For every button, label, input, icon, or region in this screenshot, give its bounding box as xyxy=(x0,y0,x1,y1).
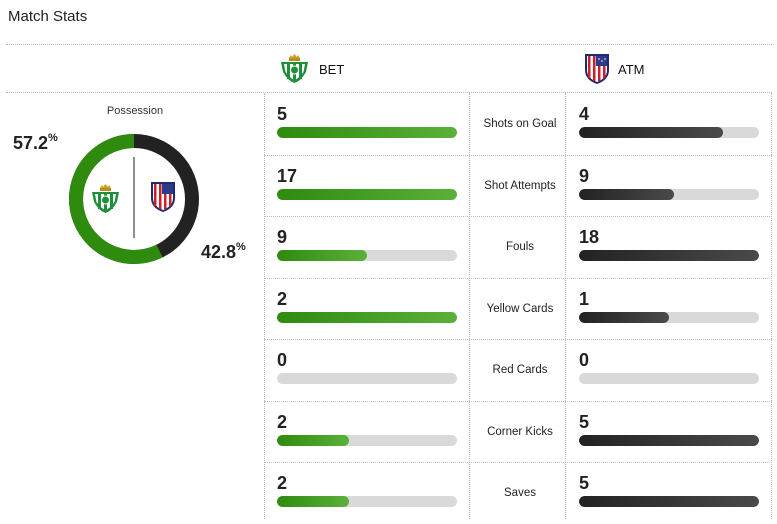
away-stat-bar xyxy=(579,312,759,323)
away-stat-value: 9 xyxy=(579,166,590,186)
stat-label: Fouls xyxy=(505,241,535,253)
row-divider xyxy=(264,278,772,279)
stat-label: Shot Attempts xyxy=(484,180,556,192)
row-divider xyxy=(264,339,772,340)
away-stat-bar xyxy=(579,250,759,261)
away-stat-bar-fill xyxy=(579,127,723,138)
away-team-abbr: ATM xyxy=(618,61,645,77)
stat-row: 9 Fouls 18 xyxy=(264,216,772,278)
home-team-abbr: BET xyxy=(319,61,345,77)
header-bottom-divider xyxy=(6,92,772,93)
header-divider xyxy=(6,44,772,45)
away-stat-bar-fill xyxy=(579,189,675,200)
stat-label: Yellow Cards xyxy=(486,303,554,315)
stats-divider-left xyxy=(264,93,265,519)
away-stat-bar-fill xyxy=(579,435,759,446)
real-betis-crest-icon xyxy=(92,184,119,213)
stat-label: Saves xyxy=(504,487,536,499)
home-possession-arc xyxy=(69,134,199,264)
away-stat-value: 0 xyxy=(579,350,590,370)
home-stat-bar-fill xyxy=(277,189,457,200)
home-team-header[interactable]: BET xyxy=(278,53,344,85)
home-stat-value: 2 xyxy=(277,412,288,432)
away-possession-value: 42.8% xyxy=(201,241,246,262)
stat-row: 5 Shots on Goal 4 xyxy=(264,93,772,155)
home-stat-bar-fill xyxy=(277,435,349,446)
away-stat-bar-fill xyxy=(579,496,759,507)
home-stat-value: 2 xyxy=(277,473,288,493)
home-stat-bar xyxy=(277,435,457,446)
away-stat-value: 5 xyxy=(579,473,590,493)
possession-label: Possession xyxy=(106,105,164,117)
stat-row: 2 Corner Kicks 5 xyxy=(264,401,772,463)
stat-label: Shots on Goal xyxy=(483,118,557,130)
home-possession-value: 57.2% xyxy=(13,132,58,153)
away-stat-bar xyxy=(579,373,759,384)
home-stat-bar xyxy=(277,312,457,323)
home-stat-bar xyxy=(277,373,457,384)
away-stat-value: 1 xyxy=(579,289,590,309)
home-stat-bar xyxy=(277,496,457,507)
home-stat-bar xyxy=(277,127,457,138)
home-stat-bar-fill xyxy=(277,496,349,507)
away-stat-value: 18 xyxy=(579,227,600,247)
real-betis-crest-icon xyxy=(278,54,311,84)
section-title: Match Stats xyxy=(8,8,88,25)
stats-divider-mid-left xyxy=(469,93,470,519)
stats-divider-right xyxy=(771,93,772,519)
stat-row: 0 Red Cards 0 xyxy=(264,339,772,401)
away-stat-bar xyxy=(579,496,759,507)
stat-row: 2 Yellow Cards 1 xyxy=(264,278,772,340)
row-divider xyxy=(264,216,772,217)
away-stat-bar-fill xyxy=(579,250,759,261)
possession-donut-chart xyxy=(69,134,199,264)
home-stat-bar xyxy=(277,189,457,200)
home-stat-bar-fill xyxy=(277,127,457,138)
row-divider xyxy=(264,462,772,463)
home-stat-value: 0 xyxy=(277,350,288,370)
stats-divider-mid-right xyxy=(565,93,566,519)
stat-label: Corner Kicks xyxy=(487,426,553,438)
row-divider xyxy=(264,155,772,156)
home-stat-value: 17 xyxy=(277,166,298,186)
home-stat-value: 9 xyxy=(277,227,288,247)
home-stat-bar-fill xyxy=(277,312,457,323)
away-team-header[interactable]: ATM xyxy=(584,53,644,85)
away-stat-bar-fill xyxy=(579,312,669,323)
stat-row: 17 Shot Attempts 9 xyxy=(264,155,772,217)
away-stat-bar xyxy=(579,435,759,446)
atletico-madrid-crest-icon xyxy=(151,182,175,212)
row-divider xyxy=(264,401,772,402)
home-stat-value: 2 xyxy=(277,289,288,309)
home-stat-bar xyxy=(277,250,457,261)
home-stat-bar-fill xyxy=(277,250,367,261)
stat-label: Red Cards xyxy=(492,364,548,376)
home-stat-value: 5 xyxy=(277,104,288,124)
away-stat-bar xyxy=(579,127,759,138)
atletico-madrid-crest-icon xyxy=(584,53,610,85)
away-stat-bar xyxy=(579,189,759,200)
away-stat-value: 4 xyxy=(579,104,590,124)
away-stat-value: 5 xyxy=(579,412,590,432)
stat-row: 2 Saves 5 xyxy=(264,462,772,524)
